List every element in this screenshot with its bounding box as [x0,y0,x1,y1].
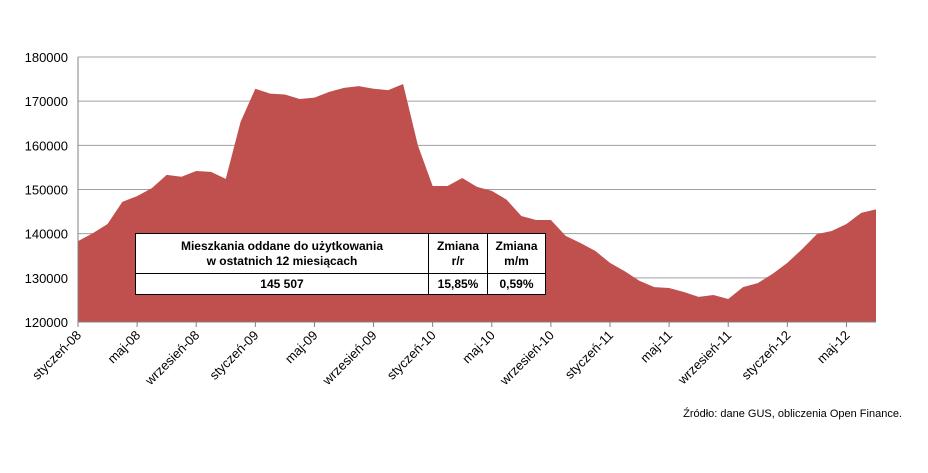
y-tick-label: 150000 [25,183,68,198]
x-tick-label: maj-11 [637,328,675,366]
value-cell: 145 507 [135,273,429,295]
value-cell: 15,85% [428,273,488,295]
cell-line: m/m [504,253,529,268]
x-tick-label: styczeń-11 [562,328,616,382]
y-tick-label: 160000 [25,138,68,153]
x-tick-label: wrzesień-09 [319,328,380,389]
x-tick-label: wrzesień-10 [496,328,557,389]
y-tick-label: 120000 [25,315,68,330]
value-cell: 0,59% [487,273,546,295]
x-tick-label: wrzesień-11 [674,328,734,388]
x-tick-label: styczeń-08 [29,328,84,383]
cell-line: w ostatnich 12 miesiącach [206,253,358,268]
y-tick-label: 140000 [25,227,68,242]
x-tick-label: styczeń-12 [738,328,793,383]
x-tick-label: maj-08 [105,328,144,367]
header-cell: Zmiana r/r [428,233,488,274]
summary-table: Mieszkania oddane do użytkowania w ostatn… [135,233,546,295]
cell-line: r/r [451,253,465,268]
x-tick-label: maj-10 [459,328,498,367]
x-tick-label: maj-09 [282,328,321,367]
header-cell: Zmiana m/m [487,233,546,274]
y-tick-label: 130000 [25,271,68,286]
x-tick-label: maj-12 [814,328,853,367]
x-tick-label: styczeń-09 [206,328,261,383]
x-tick-label: styczeń-10 [384,328,439,383]
source-note: Źródło: dane GUS, obliczenia Open Financ… [683,407,902,420]
cell-line: Zmiana [436,238,479,253]
cell-line: Mieszkania oddane do użytkowania [180,238,384,253]
x-tick-label: wrzesień-08 [141,328,202,389]
y-tick-label: 170000 [25,94,68,109]
y-tick-label: 180000 [25,50,68,65]
header-cell: Mieszkania oddane do użytkowania w ostatn… [135,233,429,274]
cell-line: Zmiana [495,238,538,253]
